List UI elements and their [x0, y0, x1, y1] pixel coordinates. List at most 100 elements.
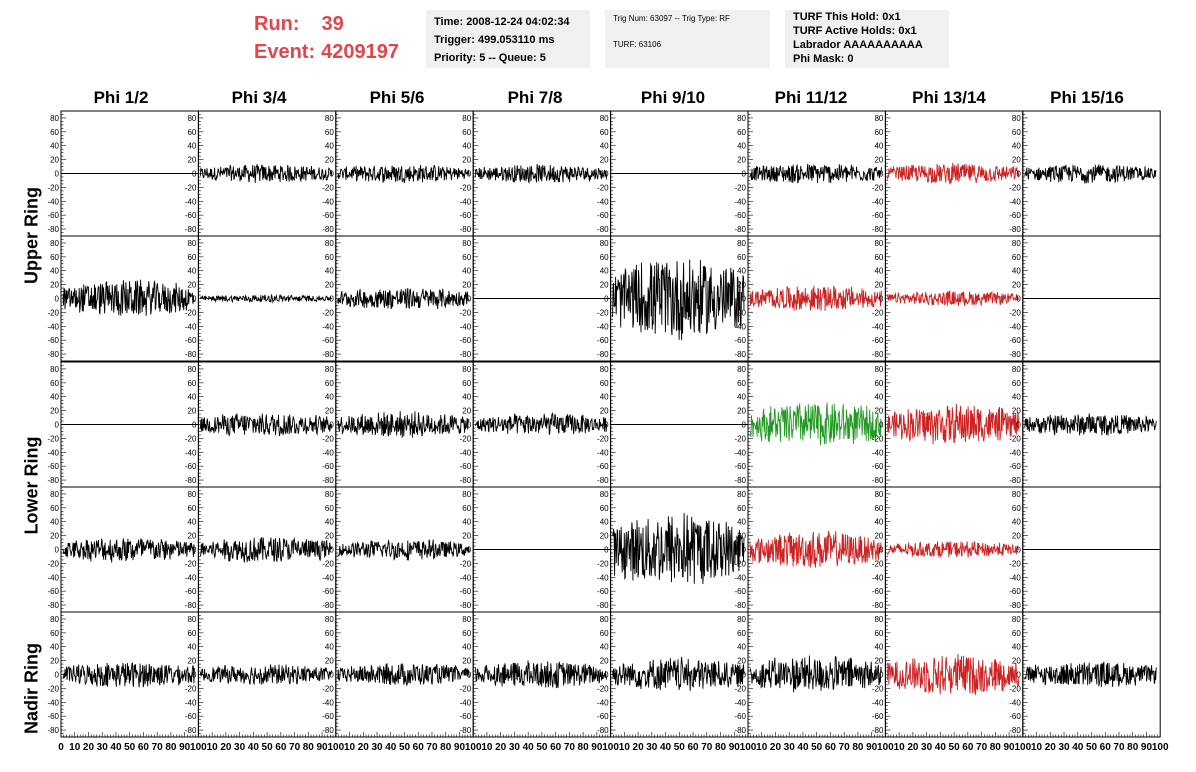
y-tick-label: 80	[462, 239, 471, 248]
y-tick-label: 20	[1012, 156, 1021, 165]
x-tick-label: 70	[976, 742, 988, 753]
y-tick-label: 80	[874, 615, 883, 624]
y-tick-label: 80	[187, 490, 196, 499]
y-tick-label: 0	[467, 170, 472, 179]
y-tick-label: -80	[322, 225, 334, 234]
y-tick-label: -60	[1009, 336, 1021, 345]
y-tick-label: -60	[47, 462, 59, 471]
y-tick-label: -60	[734, 336, 746, 345]
y-tick-label: -40	[734, 573, 746, 582]
y-tick-label: -80	[47, 476, 59, 485]
y-tick-label: -80	[47, 350, 59, 359]
x-tick-label: 20	[1045, 742, 1057, 753]
waveform-trace	[886, 653, 1020, 696]
y-tick-label: -80	[322, 601, 334, 610]
waveform-panel: -80 -60 -40 -20 0 20 40 60 80	[460, 235, 612, 362]
waveform-trace	[1024, 164, 1157, 184]
x-tick-label: 100	[740, 742, 757, 753]
y-tick-label: -60	[322, 211, 334, 220]
y-tick-label: -20	[185, 308, 197, 317]
y-tick-label: -40	[47, 197, 59, 206]
y-tick-label: 0	[467, 421, 472, 430]
y-tick-label: 60	[600, 504, 609, 513]
y-tick-label: -20	[47, 434, 59, 443]
y-tick-label: 40	[1012, 518, 1021, 527]
y-tick-label: -40	[185, 448, 197, 457]
trigger-text: Trigger: 499.053110 ms	[434, 34, 555, 46]
y-tick-label: -80	[322, 476, 334, 485]
y-tick-label: 40	[50, 142, 59, 151]
y-tick-label: 60	[187, 379, 196, 388]
y-tick-label: 40	[187, 518, 196, 527]
y-tick-label: 60	[874, 128, 883, 137]
y-tick-label: -20	[734, 308, 746, 317]
y-tick-label: 20	[737, 407, 746, 416]
waveform-panel: -80 -60 -40 -20 0 20 40 60 80	[872, 235, 1024, 362]
y-tick-label: -40	[322, 322, 334, 331]
x-tick-label: 90	[454, 742, 466, 753]
y-tick-label: 20	[1012, 657, 1021, 666]
y-tick-label: 20	[187, 657, 196, 666]
y-tick-label: -60	[322, 336, 334, 345]
y-tick-label: 20	[737, 281, 746, 290]
y-tick-label: 20	[50, 657, 59, 666]
y-tick-label: 20	[600, 156, 609, 165]
y-tick-label: 0	[55, 295, 60, 304]
y-tick-label: -60	[47, 211, 59, 220]
y-tick-label: -40	[734, 197, 746, 206]
y-tick-label: 40	[462, 643, 471, 652]
y-tick-label: 60	[600, 379, 609, 388]
y-tick-label: -60	[734, 462, 746, 471]
y-tick-label: 80	[1012, 365, 1021, 374]
x-tick-label: 40	[935, 742, 947, 753]
y-tick-label: 20	[50, 156, 59, 165]
x-tick-label: 80	[440, 742, 452, 753]
waveform-panel: -80 -60 -40 -20 0 20 40 60 80	[460, 110, 612, 237]
y-tick-label: 40	[874, 393, 883, 402]
waveform-trace	[337, 539, 470, 561]
x-tick-label: 80	[852, 742, 864, 753]
waveform-trace	[886, 162, 1020, 185]
y-tick-label: -80	[185, 726, 197, 735]
y-tick-label: 80	[1012, 490, 1021, 499]
x-tick-label: 60	[550, 742, 562, 753]
x-tick-label: 30	[921, 742, 933, 753]
y-tick-label: 80	[187, 365, 196, 374]
column-header-phi-7-8: Phi 7/8	[507, 88, 563, 107]
y-tick-label: -40	[185, 197, 197, 206]
y-tick-label: 0	[879, 421, 884, 430]
y-tick-label: -60	[872, 462, 884, 471]
waveform-trace	[612, 513, 745, 585]
y-tick-label: -80	[872, 726, 884, 735]
y-tick-label: 20	[874, 407, 883, 416]
y-tick-label: -60	[185, 211, 197, 220]
y-tick-label: -40	[47, 448, 59, 457]
waveform-panel: -80 -60 -40 -20 0 20 40 60 80	[1009, 361, 1161, 488]
y-tick-label: -60	[872, 712, 884, 721]
y-tick-label: 20	[874, 657, 883, 666]
y-tick-label: -60	[872, 336, 884, 345]
y-tick-label: -60	[322, 712, 334, 721]
x-tick-label: 30	[371, 742, 383, 753]
waveform-panel: -80 -60 -40 -20 0 20 40 60 80	[734, 110, 886, 237]
y-tick-label: -40	[47, 698, 59, 707]
x-tick-label: 60	[962, 742, 974, 753]
y-tick-label: -40	[597, 197, 609, 206]
y-tick-label: -60	[322, 462, 334, 471]
y-tick-label: -80	[597, 225, 609, 234]
x-tick-label: 10	[619, 742, 631, 753]
y-tick-label: -60	[597, 587, 609, 596]
x-tick-label: 10	[1031, 742, 1043, 753]
y-tick-label: -40	[597, 698, 609, 707]
waveform-trace	[199, 413, 333, 437]
y-tick-label: 20	[737, 532, 746, 541]
y-tick-label: -40	[460, 197, 472, 206]
y-tick-label: 40	[187, 643, 196, 652]
column-header-phi-3-4: Phi 3/4	[231, 88, 287, 107]
trig-num-text: Trig Num: 63097 -- Trig Type: RF	[613, 14, 730, 23]
y-tick-label: 60	[737, 128, 746, 137]
x-tick-label: 50	[811, 742, 823, 753]
